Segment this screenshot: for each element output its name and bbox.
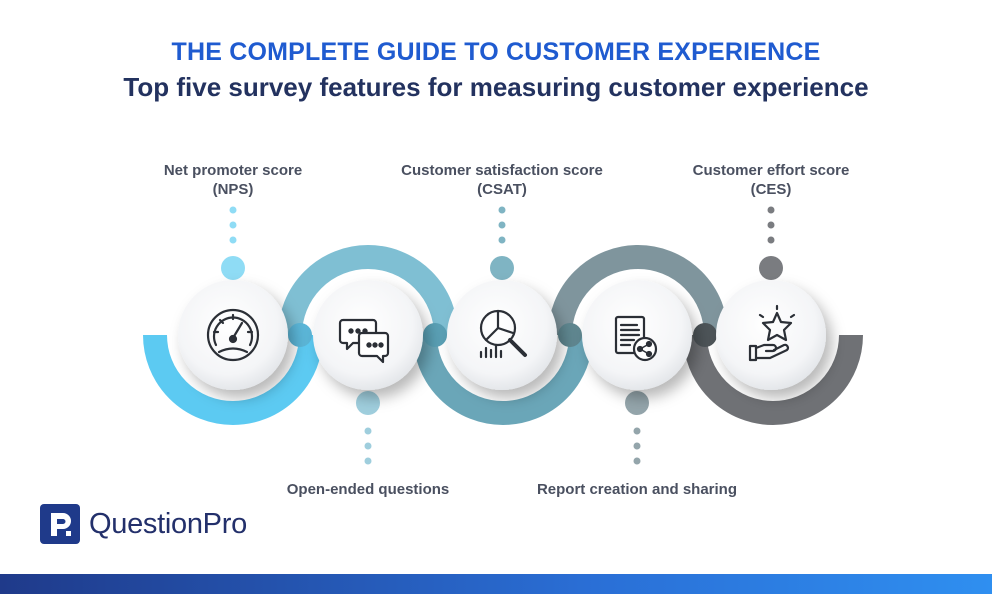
page-subtitle: Top five survey features for measuring c… [123, 72, 869, 102]
step-disc-ces [716, 280, 826, 390]
joint-dot [423, 323, 447, 347]
connector-dot [633, 427, 641, 435]
joint-dot [693, 323, 717, 347]
connector-dot [498, 221, 506, 229]
ribbon-4 [548, 245, 728, 336]
ribbon-1 [143, 334, 323, 425]
ribbon-group [143, 245, 863, 425]
connector-node [759, 256, 783, 280]
connector-dot [633, 442, 641, 450]
footer-bar [0, 574, 992, 594]
step-label-open-ended: Open-ended questions [248, 480, 488, 499]
step-label-ces: Customer effort score (CES) [651, 161, 891, 199]
ribbon-5 [683, 334, 863, 425]
step-label-ces-line1: Customer effort score [692, 162, 850, 179]
step-label-ces-line2: (CES) [750, 181, 792, 198]
connector-dot [364, 427, 372, 435]
step-label-nps: Net promoter score (NPS) [113, 161, 353, 199]
step-disc-csat [447, 280, 557, 390]
joint-dot [288, 323, 312, 347]
connectors [221, 206, 783, 465]
step-label-nps-line2: (NPS) [212, 181, 254, 198]
connector-dot [767, 221, 775, 229]
connector-dot [767, 236, 775, 244]
pie-chart-search-icon [479, 309, 527, 359]
step-label-report: Report creation and sharing [517, 480, 757, 499]
joint-dots [288, 323, 717, 347]
brand-logo: QuestionPro [40, 503, 247, 545]
connector-dot [364, 442, 372, 450]
connector-dot [229, 221, 237, 229]
connector-node [221, 256, 245, 280]
page-title: THE COMPLETE GUIDE TO CUSTOMER EXPERIENC… [171, 38, 821, 66]
ribbon-2 [278, 245, 458, 336]
star-hand-icon [748, 304, 796, 362]
connector-dot [498, 206, 506, 214]
step-label-report-line1: Report creation and sharing [536, 481, 738, 498]
step-label-csat-line2: (CSAT) [477, 181, 527, 198]
step-label-csat: Customer satisfaction score (CSAT) [382, 161, 622, 199]
connector-dot [498, 236, 506, 244]
brand-name: QuestionPro [89, 507, 247, 540]
connector-dot [229, 206, 237, 214]
discs [178, 280, 826, 390]
joint-dot [558, 323, 582, 347]
chat-bubbles-icon [338, 318, 390, 364]
connector-dot [633, 457, 641, 465]
connector-node [356, 391, 380, 415]
ribbon-3 [413, 334, 593, 425]
report-share-icon [614, 315, 658, 362]
connector-node [625, 391, 649, 415]
step-label-open-ended-line1: Open-ended questions [286, 481, 450, 498]
connector-node [490, 256, 514, 280]
connector-dot [767, 206, 775, 214]
step-label-nps-line1: Net promoter score [163, 162, 303, 179]
questionpro-logo-icon [40, 504, 80, 544]
gauge-icon [206, 308, 260, 362]
connector-dot [364, 457, 372, 465]
step-label-csat-line1: Customer satisfaction score [401, 162, 603, 179]
connector-dot [229, 236, 237, 244]
